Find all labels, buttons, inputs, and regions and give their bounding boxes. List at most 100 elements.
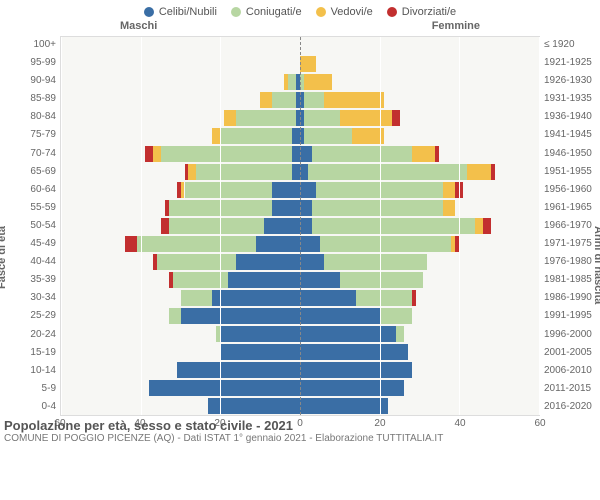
age-label: 0-4 <box>0 398 56 416</box>
bar-female <box>324 92 384 108</box>
birth-label: 1956-1960 <box>544 181 600 199</box>
bar-female <box>340 272 424 288</box>
legend-swatch <box>144 7 154 17</box>
chart-source: COMUNE DI POGGIO PICENZE (AQ) - Dati IST… <box>4 433 596 444</box>
bar-male <box>292 146 300 162</box>
bar-male <box>236 254 300 270</box>
bar-female <box>392 110 400 126</box>
bar-male <box>236 110 296 126</box>
gridline <box>459 37 460 415</box>
age-label: 50-54 <box>0 217 56 235</box>
bar-female <box>300 272 340 288</box>
bar-male <box>181 290 213 306</box>
age-label: 70-74 <box>0 145 56 163</box>
legend-swatch <box>387 7 397 17</box>
birth-label: 1946-1950 <box>544 145 600 163</box>
bar-male <box>272 92 296 108</box>
y-labels-right: ≤ 19201921-19251926-19301931-19351936-19… <box>540 36 600 416</box>
bar-female <box>443 200 455 216</box>
bar-male <box>188 164 196 180</box>
age-label: 55-59 <box>0 199 56 217</box>
age-label: 45-49 <box>0 235 56 253</box>
y-labels-left: 100+95-9990-9485-8980-8475-7970-7465-696… <box>0 36 60 416</box>
birth-label: 2001-2005 <box>544 344 600 362</box>
gridline <box>380 37 381 415</box>
age-label: 95-99 <box>0 54 56 72</box>
birth-label: 1941-1945 <box>544 126 600 144</box>
bar-female <box>300 308 380 324</box>
bar-female <box>300 236 320 252</box>
legend-label: Celibi/Nubili <box>159 6 217 18</box>
bar-male <box>181 182 185 198</box>
age-label: 60-64 <box>0 181 56 199</box>
bar-male <box>169 272 173 288</box>
bar-female <box>324 254 428 270</box>
bar-male <box>220 326 300 342</box>
bar-female <box>308 164 467 180</box>
gridline <box>220 37 221 415</box>
bar-male <box>181 308 301 324</box>
gender-headers: Maschi Femmine <box>0 20 600 36</box>
bar-female <box>300 146 312 162</box>
age-label: 30-34 <box>0 289 56 307</box>
bar-male <box>169 218 265 234</box>
bar-female <box>300 182 316 198</box>
male-header: Maschi <box>120 20 157 32</box>
bar-female <box>300 344 408 360</box>
bar-female <box>483 218 491 234</box>
bar-male <box>272 200 300 216</box>
bar-female <box>443 182 455 198</box>
gridline <box>141 37 142 415</box>
plot-area <box>60 36 540 416</box>
bar-male <box>125 236 137 252</box>
bar-female <box>304 110 340 126</box>
age-label: 5-9 <box>0 380 56 398</box>
bar-male <box>157 254 237 270</box>
bar-male <box>153 254 157 270</box>
birth-label: 1931-1935 <box>544 90 600 108</box>
birth-label: 1936-1940 <box>544 108 600 126</box>
bar-female <box>304 92 324 108</box>
bar-male <box>212 128 220 144</box>
bar-male <box>169 308 181 324</box>
bar-male <box>292 164 300 180</box>
legend-swatch <box>316 7 326 17</box>
legend-item: Coniugati/e <box>231 6 302 18</box>
bar-female <box>304 74 332 90</box>
legend-label: Divorziati/e <box>402 6 456 18</box>
bar-female <box>467 164 491 180</box>
bar-female <box>300 200 312 216</box>
age-label: 75-79 <box>0 126 56 144</box>
bar-female <box>380 308 412 324</box>
legend: Celibi/NubiliConiugati/eVedovi/eDivorzia… <box>0 0 600 20</box>
bar-male <box>208 398 300 414</box>
bar-female <box>300 290 356 306</box>
bar-female <box>304 128 352 144</box>
bar-female <box>396 326 404 342</box>
bar-male <box>264 218 300 234</box>
bar-male <box>161 218 169 234</box>
bar-female <box>340 110 392 126</box>
bar-male <box>185 164 189 180</box>
bar-male <box>161 146 292 162</box>
birth-label: 1951-1955 <box>544 163 600 181</box>
bar-male <box>153 146 161 162</box>
bar-male <box>260 92 272 108</box>
bar-male <box>288 74 296 90</box>
bar-female <box>300 362 412 378</box>
birth-label: 1971-1975 <box>544 235 600 253</box>
age-label: 65-69 <box>0 163 56 181</box>
bar-female <box>312 218 475 234</box>
bar-female <box>300 218 312 234</box>
bar-male <box>292 128 300 144</box>
age-label: 20-24 <box>0 326 56 344</box>
birth-label: 1986-1990 <box>544 289 600 307</box>
bar-female <box>300 254 324 270</box>
bar-female <box>300 164 308 180</box>
bar-male <box>185 182 273 198</box>
legend-label: Coniugati/e <box>246 6 302 18</box>
bar-male <box>284 74 288 90</box>
bar-male <box>224 110 236 126</box>
bar-male <box>165 200 169 216</box>
bar-male <box>145 146 153 162</box>
